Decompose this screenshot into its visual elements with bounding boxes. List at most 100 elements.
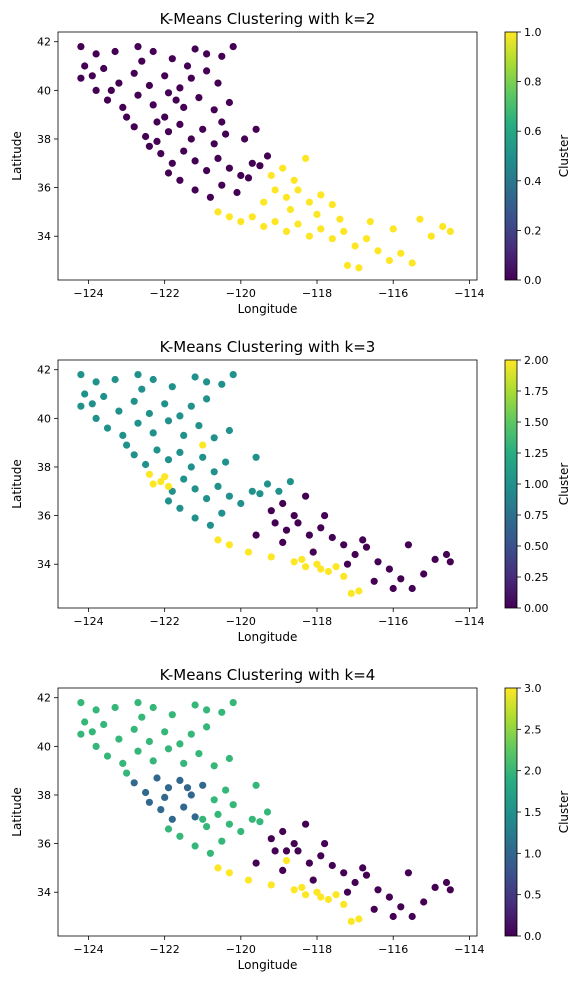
colorbar-tick-label: 0.00 xyxy=(524,602,549,615)
data-point xyxy=(317,852,325,860)
x-tick-label: −118 xyxy=(302,287,332,300)
data-point xyxy=(225,541,233,549)
scatter-points xyxy=(77,371,454,598)
data-point xyxy=(203,495,211,503)
data-point xyxy=(222,130,230,138)
data-point xyxy=(115,735,123,743)
data-point xyxy=(282,847,291,855)
data-point xyxy=(374,247,382,255)
chart-title: K-Means Clustering with k=3 xyxy=(160,338,376,356)
data-point xyxy=(164,89,173,97)
data-point xyxy=(229,699,237,707)
data-point xyxy=(328,533,336,542)
data-point xyxy=(237,827,245,836)
data-point xyxy=(237,499,245,508)
colorbar-tick-label: 2.5 xyxy=(524,723,542,736)
data-point xyxy=(161,793,169,802)
data-point xyxy=(168,55,176,63)
data-point xyxy=(123,441,131,449)
chart-title: K-Means Clustering with k=2 xyxy=(160,10,376,28)
data-point xyxy=(267,171,275,180)
plot-frame xyxy=(57,359,478,609)
data-point xyxy=(218,380,226,388)
data-point xyxy=(176,740,184,748)
data-point xyxy=(81,390,89,398)
data-point xyxy=(328,861,336,870)
data-point xyxy=(187,791,195,799)
data-point xyxy=(168,487,176,495)
data-point xyxy=(157,478,165,486)
data-point xyxy=(157,806,165,814)
x-tick-label: −124 xyxy=(73,287,103,300)
x-tick-label: −122 xyxy=(150,943,180,956)
data-point xyxy=(271,186,279,194)
data-point xyxy=(103,752,112,760)
data-point xyxy=(142,132,150,141)
colorbar-gradient xyxy=(504,31,518,281)
colorbar-tick-label: 2.0 xyxy=(524,765,542,778)
x-tick-label: −116 xyxy=(378,615,408,628)
colorbar-tick-label: 0.4 xyxy=(524,175,542,188)
data-point xyxy=(134,419,142,427)
data-point xyxy=(210,140,218,148)
data-point xyxy=(180,147,188,155)
data-point xyxy=(225,820,233,828)
data-point xyxy=(305,232,313,240)
data-point xyxy=(119,759,127,768)
data-point xyxy=(328,235,336,243)
data-point xyxy=(134,91,142,99)
data-point xyxy=(362,543,371,551)
data-point xyxy=(103,96,112,104)
data-point xyxy=(343,560,352,568)
data-point xyxy=(176,120,184,128)
data-point xyxy=(279,499,287,508)
data-point xyxy=(446,886,454,894)
data-point xyxy=(279,538,287,547)
data-point xyxy=(183,62,192,70)
data-point xyxy=(252,125,260,133)
data-point xyxy=(149,480,157,488)
subplot-2: −124 −122 −120 −118 −116 −114 34 36 38 40 42 K-Mean… xyxy=(10,338,571,644)
data-point xyxy=(244,876,253,884)
data-point xyxy=(309,548,317,556)
data-point xyxy=(385,256,393,265)
data-point xyxy=(408,584,416,593)
data-point xyxy=(218,52,226,60)
data-point xyxy=(294,186,302,194)
data-point xyxy=(176,776,184,785)
data-point xyxy=(180,431,188,439)
data-point xyxy=(191,45,199,53)
data-point xyxy=(203,395,211,403)
data-point xyxy=(115,79,123,87)
data-point xyxy=(313,560,321,568)
data-point xyxy=(153,774,161,782)
data-point xyxy=(237,171,245,180)
data-point xyxy=(370,577,378,585)
data-point xyxy=(260,222,268,231)
data-point xyxy=(218,837,226,845)
x-tick-label: −116 xyxy=(378,287,408,300)
data-point xyxy=(138,57,146,65)
data-point xyxy=(164,128,173,136)
data-point xyxy=(340,900,348,909)
data-point xyxy=(119,103,127,111)
data-point xyxy=(130,451,138,459)
data-point xyxy=(153,118,161,126)
data-point xyxy=(203,823,211,831)
data-point xyxy=(142,788,150,797)
data-point xyxy=(164,482,173,490)
data-point xyxy=(408,259,416,267)
data-point xyxy=(256,818,264,826)
x-axis-label: Longitude xyxy=(238,630,298,644)
data-point xyxy=(187,135,195,143)
data-point xyxy=(168,159,176,167)
data-point xyxy=(134,43,142,51)
data-point xyxy=(244,548,253,556)
y-tick-label: 40 xyxy=(37,84,51,97)
data-point xyxy=(225,492,233,500)
subplot-3: −124 −122 −120 −118 −116 −114 34 36 38 40 42 K-Mean… xyxy=(10,666,571,972)
data-point xyxy=(199,441,207,449)
x-tick-label: −120 xyxy=(226,943,256,956)
data-point xyxy=(218,118,226,126)
data-point xyxy=(214,536,222,544)
